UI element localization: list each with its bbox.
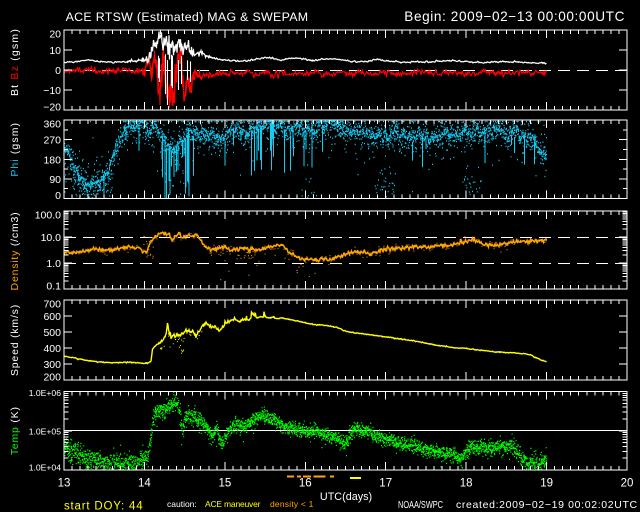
svg-text:UTC(days): UTC(days) [320,491,372,503]
svg-text:400: 400 [43,343,61,355]
svg-text:15: 15 [219,478,232,490]
svg-text:1.0E+04: 1.0E+04 [29,463,61,473]
svg-text:360: 360 [43,119,61,131]
svg-text:0: 0 [55,65,61,77]
svg-text:1.0E+06: 1.0E+06 [29,388,61,398]
svg-text:Begin: 2009−02−13 00:00:00UTC: Begin: 2009−02−13 00:00:00UTC [404,9,625,24]
svg-text:20: 20 [49,29,61,41]
svg-text:1.0: 1.0 [46,258,61,270]
svg-text:17: 17 [379,478,392,490]
svg-text:600: 600 [43,311,61,323]
svg-text:19: 19 [540,478,553,490]
svg-text:0: 0 [55,190,61,202]
svg-text:10.0: 10.0 [41,232,62,244]
svg-text:−10: −10 [43,85,61,97]
svg-text:270: 270 [43,135,61,147]
svg-text:500: 500 [43,327,61,339]
svg-text:Phi (gsm): Phi (gsm) [9,122,21,177]
svg-text:700: 700 [43,299,61,311]
svg-text:start DOY: 44: start DOY: 44 [64,501,143,512]
svg-text:Bt Bz (gsm): Bt Bz (gsm) [9,28,21,96]
svg-text:0.1: 0.1 [46,281,61,293]
svg-text:NOAA/SWPC: NOAA/SWPC [398,500,443,511]
svg-text:13: 13 [58,478,71,490]
svg-text:1.0E+05: 1.0E+05 [29,426,61,436]
svg-text:Speed (km/s): Speed (km/s) [9,304,21,376]
svg-text:Density (/cm3): Density (/cm3) [9,212,21,291]
svg-text:18: 18 [460,478,473,490]
svg-text:density < 1: density < 1 [270,499,314,509]
svg-text:180: 180 [43,154,61,166]
svg-text:14: 14 [138,478,151,490]
svg-text:created:2009−02−19 00:02:02UT: created:2009−02−19 00:02:02UTC [456,499,638,511]
svg-text:−20: −20 [43,102,61,114]
svg-text:16: 16 [299,478,312,490]
svg-text:100.0: 100.0 [35,210,61,222]
svg-text:90: 90 [49,174,61,186]
svg-text:20: 20 [621,478,634,490]
svg-text:10: 10 [49,45,61,57]
svg-text:300: 300 [43,359,61,371]
svg-text:200: 200 [43,372,61,384]
svg-text:Temp (K): Temp (K) [9,406,21,455]
svg-text:ACE maneuver: ACE maneuver [205,499,261,509]
svg-text:ACE RTSW (Estimated) MAG & SWE: ACE RTSW (Estimated) MAG & SWEPAM [66,10,309,24]
svg-text:caution:: caution: [167,499,197,509]
